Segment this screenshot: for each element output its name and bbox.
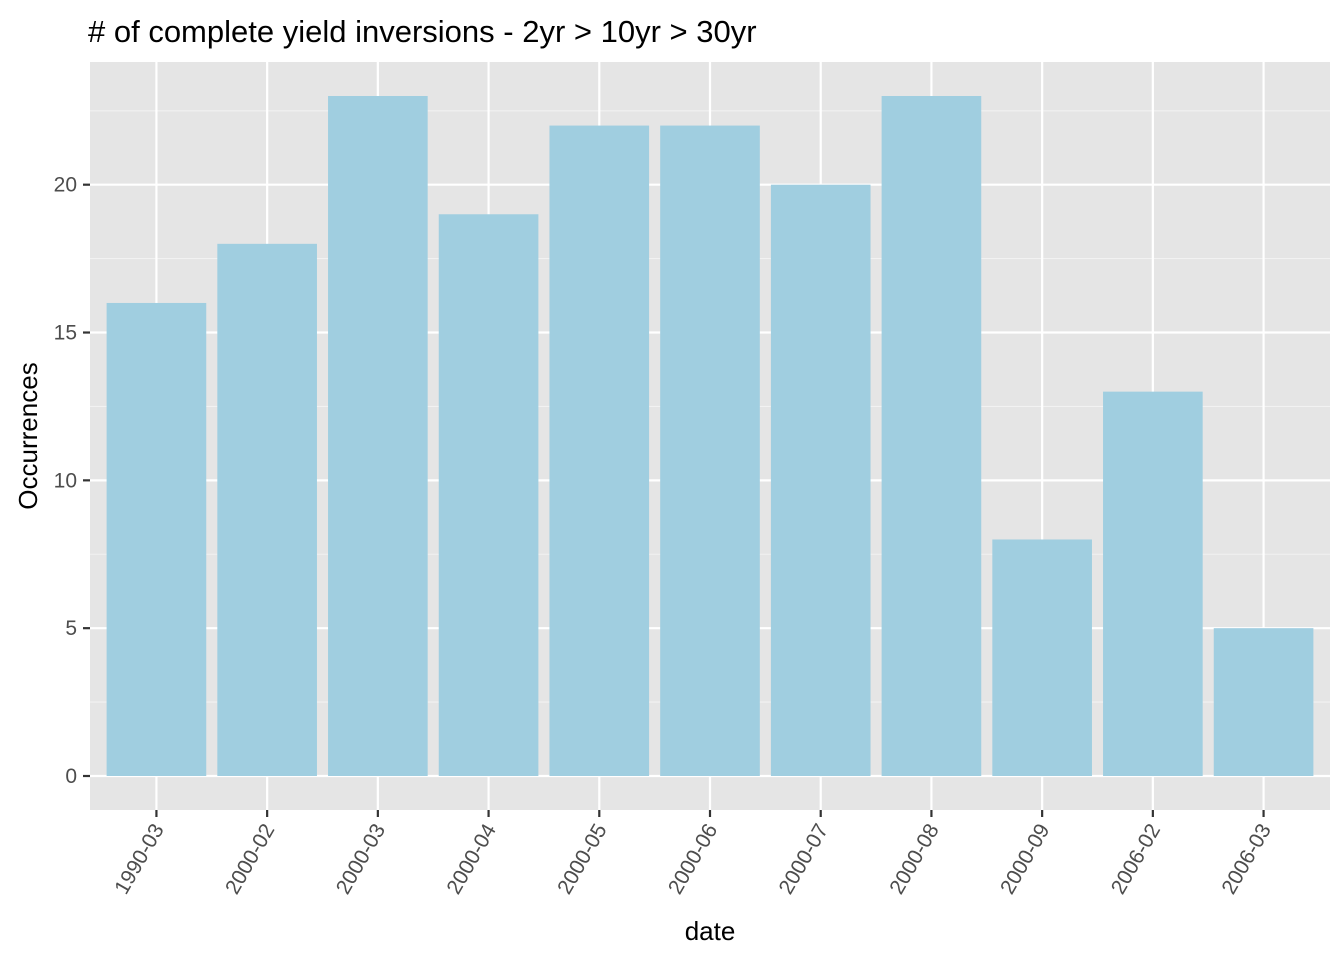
y-tick-label: 5 xyxy=(65,617,77,640)
y-tick-label: 0 xyxy=(65,765,77,788)
x-tick-label: 2000-09 xyxy=(996,820,1054,898)
bar xyxy=(992,539,1092,776)
x-tick-label: 1990-03 xyxy=(110,820,168,898)
y-tick-label: 20 xyxy=(54,174,77,197)
bar xyxy=(328,96,428,776)
x-axis: 1990-03 2000-02 2000-03 2000-04 2000-05 2000-… xyxy=(110,810,1276,898)
bar xyxy=(881,96,982,776)
bar xyxy=(106,302,207,776)
bar xyxy=(549,125,650,777)
bar xyxy=(438,214,539,776)
x-tick-label: 2000-05 xyxy=(553,820,611,898)
y-axis: 0 5 10 15 20 xyxy=(54,174,90,788)
bar xyxy=(1213,628,1314,776)
bar xyxy=(660,125,760,777)
x-tick-label: 2000-04 xyxy=(442,820,501,899)
y-tick-label: 15 xyxy=(54,322,77,345)
bars xyxy=(106,96,1314,777)
x-tick-label: 2000-08 xyxy=(885,820,943,898)
x-tick-label: 2000-03 xyxy=(332,820,390,898)
y-tick-label: 10 xyxy=(54,469,77,492)
x-tick-label: 2006-03 xyxy=(1217,820,1275,898)
x-tick-label: 2000-07 xyxy=(775,820,833,898)
bar xyxy=(217,243,317,777)
bar xyxy=(770,184,871,776)
x-tick-label: 2000-02 xyxy=(221,820,279,898)
y-axis-title: Occurrences xyxy=(13,362,43,509)
bar xyxy=(1103,391,1203,776)
x-axis-title: date xyxy=(685,916,736,946)
chart-title: # of complete yield inversions - 2yr > 1… xyxy=(88,14,757,49)
x-tick-label: 2000-06 xyxy=(664,820,722,898)
x-tick-label: 2006-02 xyxy=(1107,820,1165,898)
